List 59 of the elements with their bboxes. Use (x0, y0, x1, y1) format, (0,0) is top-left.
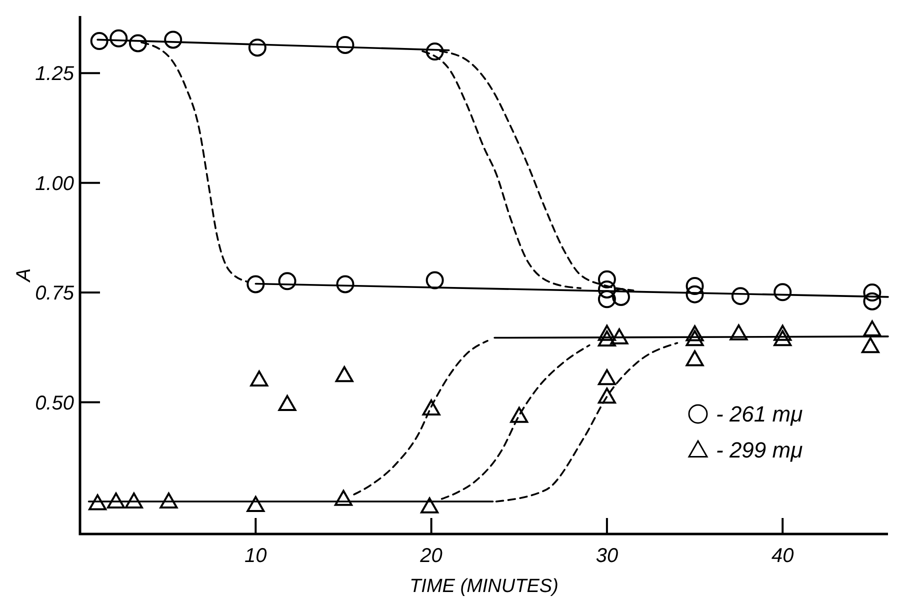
point (164, 30, 182, 49)
y-tick-label: 1.00 (35, 172, 74, 195)
point (90, 32, 108, 50)
point (598, 388, 616, 404)
point (426, 42, 444, 61)
x-tick-label: 30 (596, 545, 618, 567)
point (598, 369, 616, 386)
point (336, 275, 354, 294)
point (686, 330, 704, 346)
x-tick-label: 20 (419, 545, 442, 567)
point (730, 324, 748, 340)
point (863, 284, 882, 302)
legend-label: - 261 mμ (716, 402, 803, 427)
point (731, 287, 750, 306)
point (863, 320, 882, 336)
point (510, 406, 528, 423)
point (336, 36, 354, 54)
point (598, 330, 616, 347)
point (334, 490, 352, 506)
point (598, 270, 616, 288)
point (110, 29, 128, 48)
point (107, 492, 126, 509)
point (160, 492, 178, 509)
x-tick-label: 10 (244, 545, 267, 567)
point (335, 366, 354, 382)
point (598, 290, 616, 308)
point (278, 272, 296, 290)
y-tick-label: 0.50 (35, 392, 74, 414)
point (774, 283, 792, 302)
y-tick-label: 1.25 (35, 63, 75, 86)
point (246, 275, 265, 294)
point (248, 38, 266, 57)
point (598, 324, 616, 341)
point (686, 285, 704, 304)
point (686, 276, 704, 295)
legend-label: - 299 mμ (716, 438, 803, 463)
point (861, 337, 880, 354)
line-series (495, 342, 678, 502)
point (124, 492, 143, 509)
point (863, 292, 882, 310)
x-tick-label: 40 (771, 545, 794, 567)
point (426, 271, 444, 290)
point (686, 350, 704, 366)
point (278, 395, 296, 412)
point (246, 496, 265, 512)
point (610, 328, 628, 344)
point (686, 325, 704, 342)
x-axis-title: TIME (MINUTES) (410, 576, 558, 597)
point (774, 324, 792, 341)
point (250, 370, 268, 386)
point (420, 497, 439, 514)
point (598, 280, 616, 298)
point (128, 34, 147, 52)
point (612, 288, 630, 306)
point (88, 494, 107, 510)
point (774, 330, 792, 346)
point (422, 399, 440, 416)
y-axis-title: A (13, 268, 35, 283)
y-tick-label: 0.75 (35, 282, 75, 305)
